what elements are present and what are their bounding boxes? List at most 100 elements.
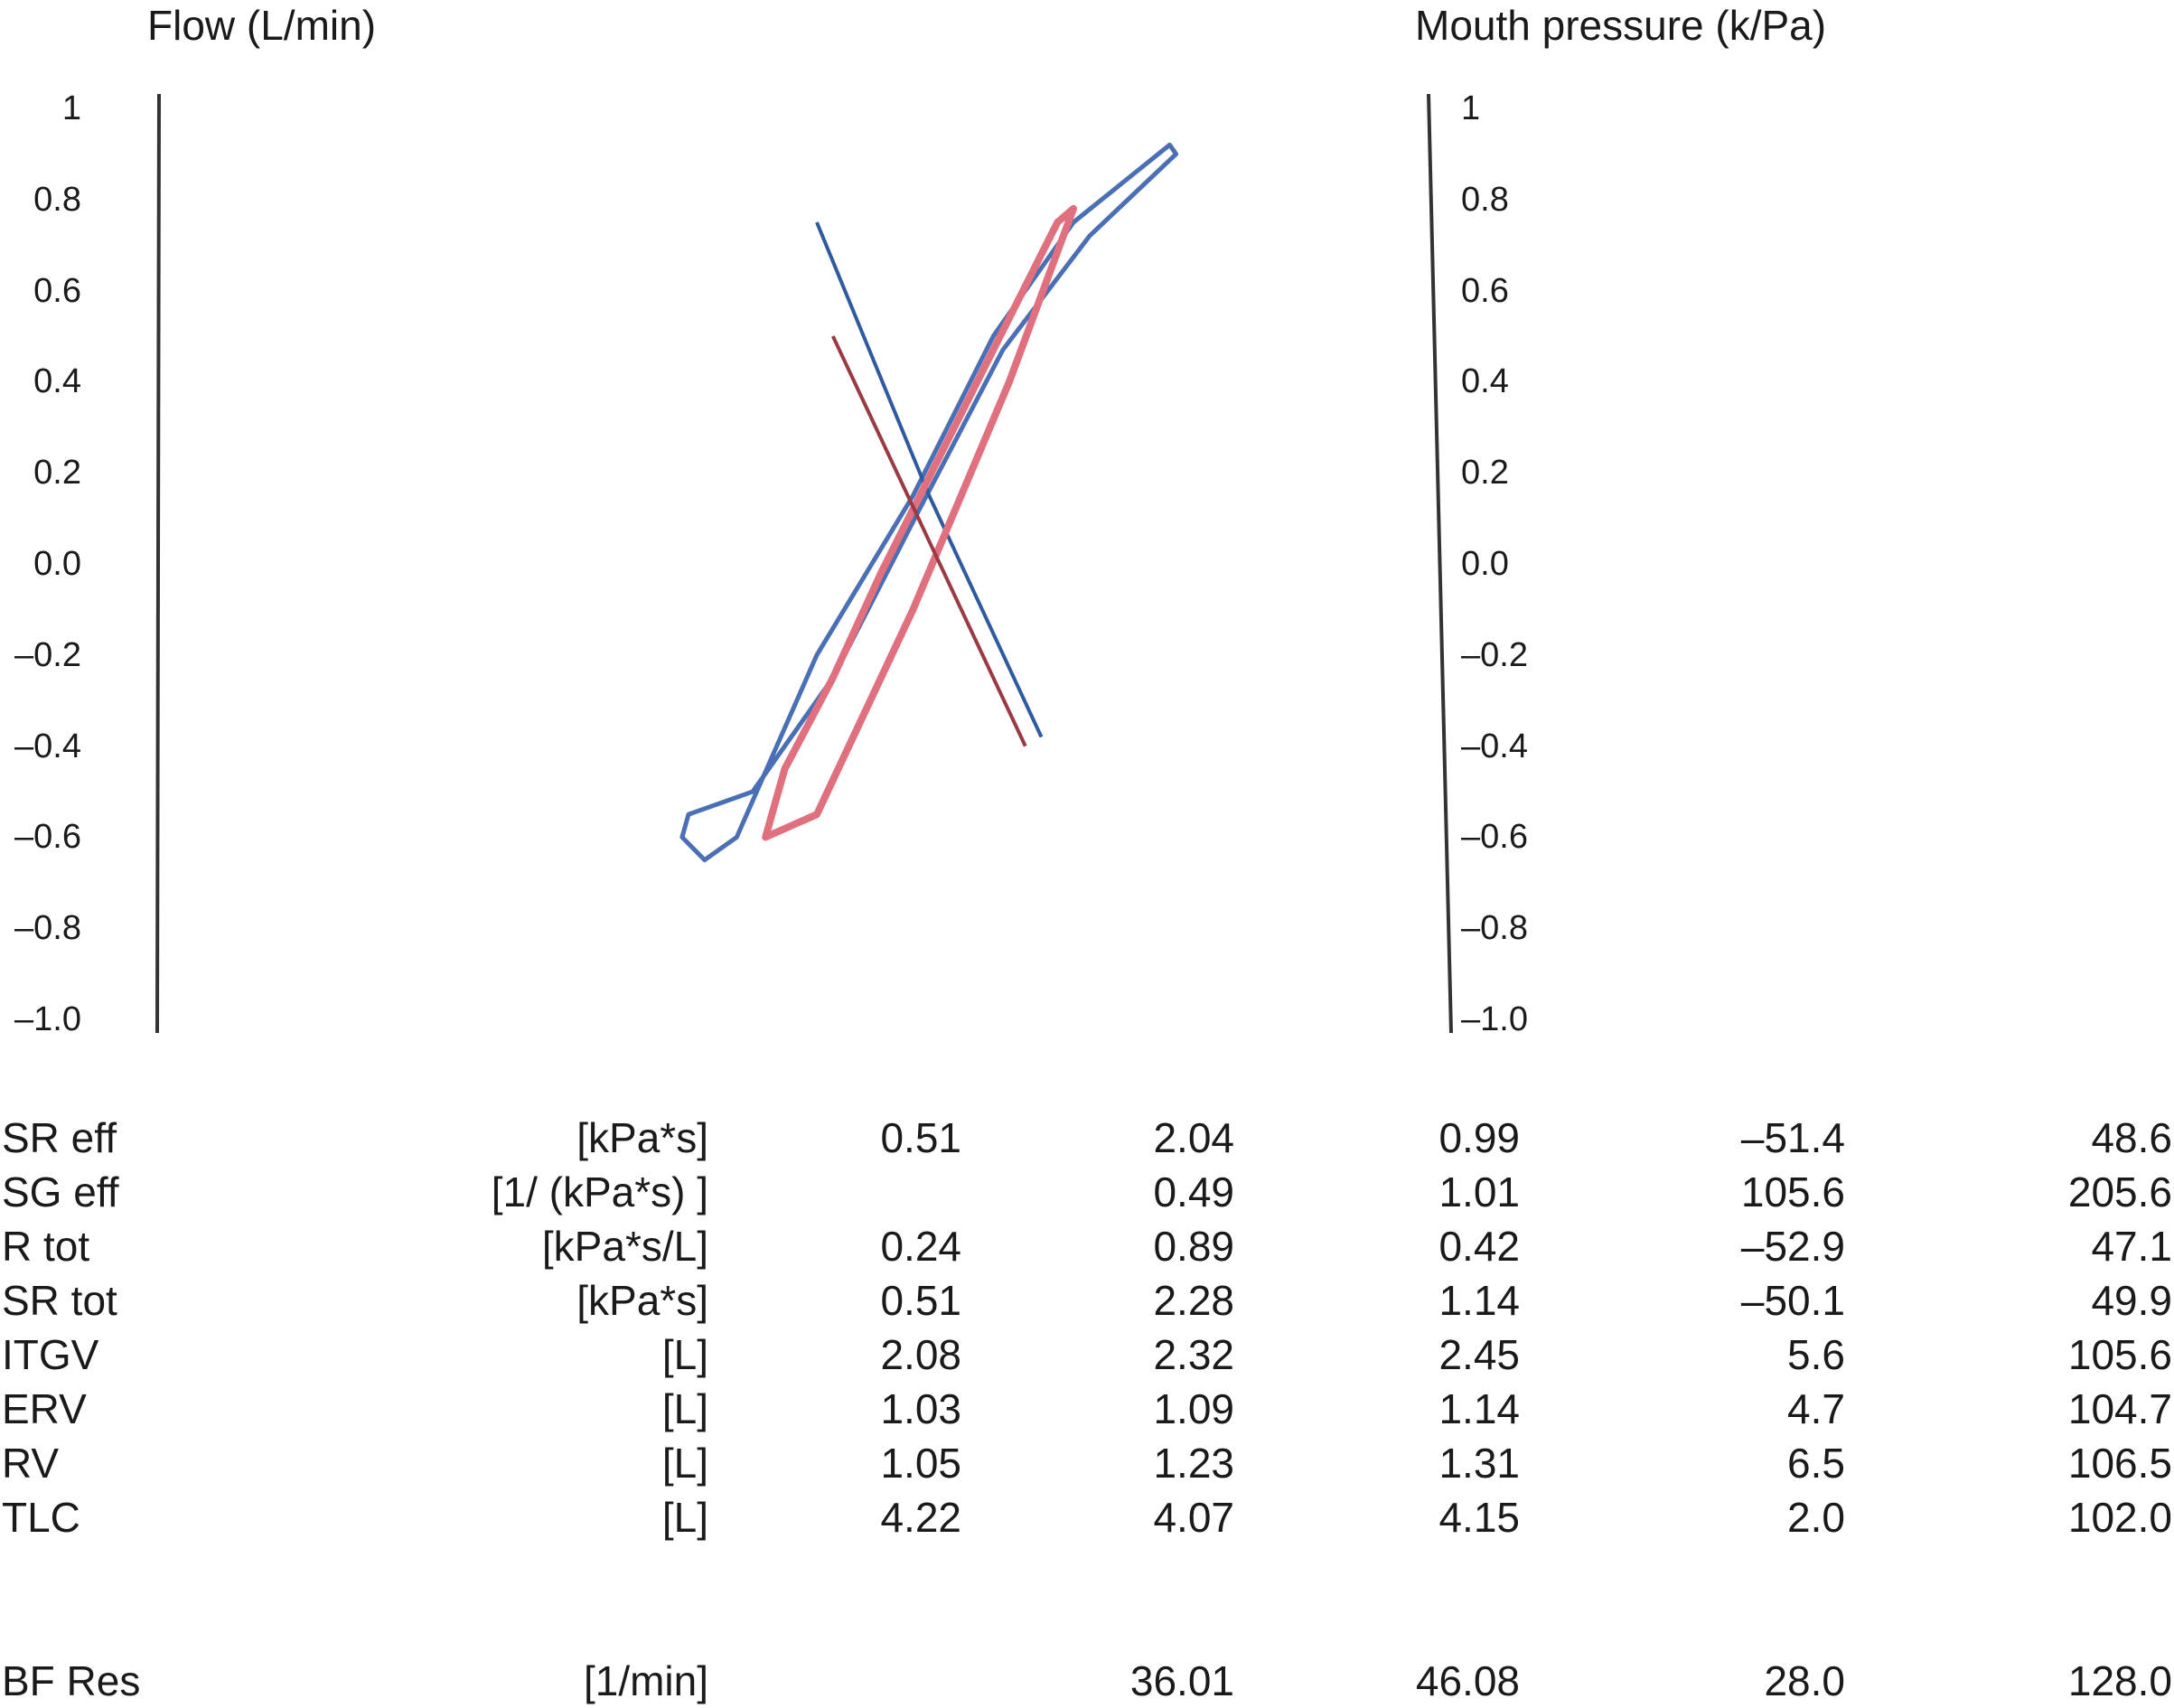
table-cell-v3: 1.14 [1438,1277,1520,1324]
table-cell-v4: 6.5 [1787,1440,1845,1487]
series-2-loop [762,204,1077,841]
right-axis-title: Mouth pressure (k/Pa) [1415,2,1827,49]
left-axis-tick: 0.4 [33,362,81,401]
table-cell-v3: 1.01 [1438,1168,1520,1215]
table-cell-v3: 0.99 [1438,1114,1520,1161]
table-cell-v5: 105.6 [2067,1331,2172,1378]
table-cell-v4: –52.9 [1740,1223,1845,1270]
table-cell-label: SG eff [2,1168,119,1215]
series-1-line [815,221,1044,738]
right-axis-tick: –0.8 [1461,909,1528,948]
right-axis-tick: 0.4 [1461,362,1509,401]
table-cell-v4: –50.1 [1740,1277,1845,1324]
table-cell-unit: [kPa*s] [576,1277,708,1324]
left-axis-title: Flow (L/min) [147,2,377,49]
table-row: RV [L] 1.05 1.23 1.31 6.5 106.5 [0,1436,2174,1490]
table-cell-label: TLC [2,1494,80,1541]
table-cell-label: SR tot [2,1277,117,1324]
table-cell-unit: [kPa*s] [576,1114,708,1161]
table-cell-v4: 28.0 [1764,1657,1845,1704]
table-cell-v2: 2.32 [1153,1331,1234,1378]
table-row: ITGV [L] 2.08 2.32 2.45 5.6 105.6 [0,1328,2174,1382]
table-cell-v4: –51.4 [1740,1114,1845,1161]
table-cell-label: RV [2,1440,60,1487]
table-cell-v4: 105.6 [1740,1168,1845,1215]
table-cell-v2: 1.23 [1153,1440,1234,1487]
table-cell-v2: 2.28 [1153,1277,1234,1324]
table-cell-v2: 0.89 [1153,1223,1234,1270]
table-cell-v5: 49.9 [2091,1277,2172,1324]
left-axis-tick: 0.8 [33,180,81,219]
table-cell-v3: 1.14 [1438,1385,1520,1432]
left-axis-tick: –0.8 [14,909,81,948]
left-axis-tick: 0.2 [33,454,81,493]
table-cell-unit: [L] [661,1331,708,1378]
right-axis-tick: 0.6 [1461,271,1509,310]
table-cell-v3: 0.42 [1438,1223,1520,1270]
left-axis-tick: –0.2 [14,635,81,674]
table-row: TLC [L] 4.22 4.07 4.15 2.0 102.0 [0,1490,2174,1544]
table-cell-v2: 1.09 [1153,1385,1234,1432]
right-axis-tick: –0.4 [1461,727,1528,765]
right-axis-tick: 1 [1461,89,1481,127]
right-axis-tick: –1.0 [1461,1000,1528,1038]
table-cell-v2: 2.04 [1153,1114,1234,1161]
right-axis-tick: –0.6 [1461,818,1528,857]
table-row: R tot [kPa*s/L] 0.24 0.89 0.42 –52.9 47.1 [0,1219,2174,1273]
table-cell-v1: 2.08 [880,1331,961,1378]
table-cell-label: R tot [2,1223,90,1270]
table-cell-label: BF Res [2,1657,141,1704]
right-axis-tick: 0.8 [1461,180,1509,219]
table-cell-v1: 4.22 [880,1494,961,1541]
series-1-loop [679,142,1179,863]
table-cell-label: ITGV [2,1331,99,1378]
table-cell-label: ERV [2,1385,87,1432]
table-cell-v5: 102.0 [2067,1494,2172,1541]
table-cell-unit: [L] [661,1494,708,1541]
table-cell-v3: 1.31 [1438,1440,1520,1487]
table-footer-row: BF Res [1/min] 36.01 46.08 28.0 128.0 [0,1654,2174,1708]
series-2-line [830,335,1027,747]
table-cell-v5: 128.0 [2067,1657,2172,1704]
table-cell-v3: 2.45 [1438,1331,1520,1378]
left-axis-tick: 0.6 [33,271,81,310]
table-cell-v1: 0.51 [880,1114,961,1161]
table-cell-v5: 106.5 [2067,1440,2172,1487]
flow-pressure-plot [155,93,1453,1034]
table-row: SR eff [kPa*s] 0.51 2.04 0.99 –51.4 48.6 [0,1111,2174,1165]
left-axis-tick: –0.6 [14,818,81,857]
left-axis-line [155,93,161,1034]
table-row: SR tot [kPa*s] 0.51 2.28 1.14 –50.1 49.9 [0,1273,2174,1328]
table-cell-unit: [L] [661,1385,708,1432]
table-cell-v3: 4.15 [1438,1494,1520,1541]
table-cell-v5: 48.6 [2091,1114,2172,1161]
left-axis-tick: –0.4 [14,727,81,765]
table-cell-unit: [1/min] [583,1657,708,1704]
left-axis-tick: 1 [61,89,81,127]
right-axis-tick: 0.0 [1461,545,1509,583]
table-cell-v5: 205.6 [2067,1168,2172,1215]
series-layer [679,142,1179,863]
left-axis-tick: 0.0 [33,545,81,583]
table-cell-v2: 0.49 [1153,1168,1234,1215]
table-cell-unit: [kPa*s/L] [541,1223,708,1270]
table-cell-v4: 2.0 [1787,1494,1845,1541]
right-axis-tick: 0.2 [1461,454,1509,493]
table-cell-v1: 0.24 [880,1223,961,1270]
table-row: SG eff [1/ (kPa*s) ] 0.49 1.01 105.6 205.6 [0,1165,2174,1219]
table-cell-v1: 1.05 [880,1440,961,1487]
right-axis-line [1427,93,1453,1034]
right-axis-tick: –0.2 [1461,635,1528,674]
table-cell-label: SR eff [2,1114,117,1161]
table-cell-unit: [L] [661,1440,708,1487]
table-cell-v4: 5.6 [1787,1331,1845,1378]
table-cell-v3: 46.08 [1415,1657,1520,1704]
table-row: ERV [L] 1.03 1.09 1.14 4.7 104.7 [0,1382,2174,1436]
table-cell-v1: 0.51 [880,1277,961,1324]
left-axis-tick: –1.0 [14,1000,81,1038]
table-cell-v5: 47.1 [2091,1223,2172,1270]
table-cell-v2: 4.07 [1153,1494,1234,1541]
table-cell-v1: 1.03 [880,1385,961,1432]
table-cell-v5: 104.7 [2067,1385,2172,1432]
table-cell-unit: [1/ (kPa*s) ] [491,1168,708,1215]
